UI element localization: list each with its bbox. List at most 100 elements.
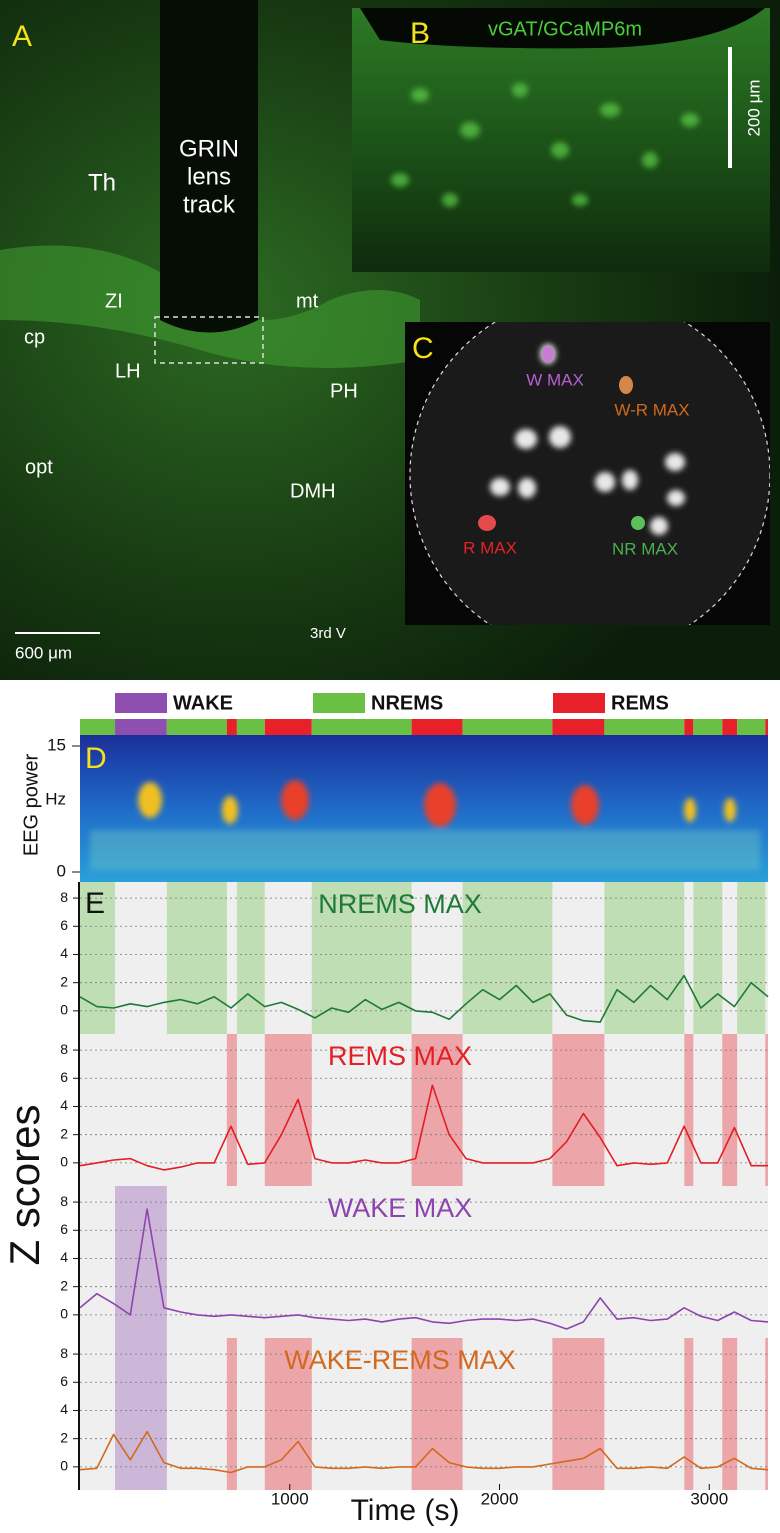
y-tick-label: 2 bbox=[60, 1429, 68, 1445]
region-label: 3rd V bbox=[310, 625, 346, 642]
roi-nr bbox=[631, 516, 645, 530]
hypnogram-segment bbox=[226, 719, 237, 735]
trace bbox=[79, 1084, 768, 1171]
trace bbox=[79, 1430, 769, 1474]
hypnogram-segment bbox=[236, 719, 265, 735]
hypnogram-segment bbox=[693, 719, 723, 735]
y-tick-label: 2 bbox=[60, 1277, 68, 1293]
trace bbox=[79, 974, 769, 1023]
state-shade bbox=[311, 882, 412, 1034]
y-tick-label: 0 bbox=[57, 861, 66, 880]
hypnogram-segment bbox=[80, 719, 116, 735]
y-tick-label: 6 bbox=[60, 1069, 68, 1085]
region-label: mt bbox=[296, 290, 319, 312]
trace bbox=[79, 1208, 769, 1330]
state-shade bbox=[462, 882, 553, 1034]
lens-label: lens bbox=[187, 163, 231, 190]
hypnogram-segment bbox=[722, 719, 738, 735]
region-label: ZI bbox=[105, 290, 123, 312]
state-shade bbox=[722, 1034, 738, 1186]
fov-circle bbox=[409, 322, 770, 625]
state-shade bbox=[264, 1034, 312, 1186]
region-label: PH bbox=[330, 380, 358, 402]
roi-w bbox=[542, 346, 554, 362]
roi-label: R MAX bbox=[463, 538, 517, 557]
state-shade bbox=[411, 1034, 463, 1186]
lens-label: GRIN bbox=[179, 135, 239, 162]
y-axis-label: EEG power bbox=[20, 754, 42, 857]
y-tick-label: 8 bbox=[60, 1193, 68, 1209]
legend-swatch bbox=[313, 693, 365, 713]
legend-swatch bbox=[553, 693, 605, 713]
panel-bg bbox=[80, 1186, 768, 1338]
legend-swatch bbox=[115, 693, 167, 713]
neuron-image bbox=[352, 8, 770, 272]
y-tick-label: 8 bbox=[60, 1345, 68, 1361]
panel-bg bbox=[80, 882, 768, 1034]
hypnogram-segment bbox=[166, 719, 227, 735]
legend-label: WAKE bbox=[173, 692, 233, 714]
y-tick-label: 0 bbox=[60, 1002, 68, 1018]
y-tick-label: 4 bbox=[60, 1097, 68, 1113]
panel-bg bbox=[80, 1338, 768, 1490]
roi-box bbox=[154, 316, 264, 364]
panel-letter: D bbox=[85, 742, 107, 775]
region-label: cp bbox=[24, 326, 45, 348]
y-tick-label: 4 bbox=[60, 1249, 68, 1265]
x-axis-label: Time (s) bbox=[351, 1494, 460, 1527]
state-shade bbox=[166, 882, 227, 1034]
y-tick-label: 2 bbox=[60, 1125, 68, 1141]
state-shade bbox=[552, 1338, 605, 1490]
unit-label: Hz bbox=[45, 789, 66, 808]
state-shade bbox=[604, 882, 685, 1034]
lens-shadow bbox=[360, 8, 765, 49]
neurons bbox=[391, 83, 699, 207]
x-tick-label: 2000 bbox=[481, 1489, 519, 1508]
panel-letter: E bbox=[85, 887, 105, 920]
state-shade bbox=[737, 882, 766, 1034]
panel-title: WAKE-REMS MAX bbox=[284, 1345, 516, 1375]
image-title: vGAT/GCaMP6m bbox=[488, 18, 642, 40]
region-label: Th bbox=[88, 169, 116, 196]
state-shade bbox=[264, 1338, 312, 1490]
state-shade bbox=[226, 1034, 237, 1186]
hypnogram-segment bbox=[737, 719, 766, 735]
region-label: DMH bbox=[290, 480, 336, 502]
scale-label: 200 μm bbox=[744, 79, 763, 136]
y-tick-label: 2 bbox=[60, 973, 68, 989]
hypnogram-segment bbox=[264, 719, 312, 735]
y-axis-label: Z scores bbox=[1, 1104, 48, 1265]
legend-label: NREMS bbox=[371, 692, 443, 714]
state-shade bbox=[722, 1338, 738, 1490]
roi-wr bbox=[619, 376, 633, 394]
y-tick-label: 4 bbox=[60, 945, 68, 961]
scale-label: 600 μm bbox=[15, 643, 72, 662]
spectral-power bbox=[90, 780, 760, 870]
hypnogram-segment bbox=[311, 719, 412, 735]
hypnogram-segment bbox=[684, 719, 694, 735]
hypnogram-segment bbox=[604, 719, 685, 735]
panel-letter: B bbox=[410, 17, 430, 50]
panel-bg bbox=[80, 1034, 768, 1186]
state-shade bbox=[80, 882, 116, 1034]
y-tick-label: 0 bbox=[60, 1306, 68, 1322]
panel-title: WAKE MAX bbox=[328, 1193, 473, 1223]
state-shade bbox=[765, 1338, 768, 1490]
y-tick-label: 0 bbox=[60, 1154, 68, 1170]
roi-label: W MAX bbox=[526, 370, 584, 389]
state-shade bbox=[693, 882, 723, 1034]
panel-title: REMS MAX bbox=[328, 1041, 472, 1071]
region-label: LH bbox=[115, 360, 141, 382]
y-tick-label: 8 bbox=[60, 889, 68, 905]
hypnogram-segment bbox=[411, 719, 463, 735]
x-tick-label: 3000 bbox=[690, 1489, 728, 1508]
y-tick-label: 15 bbox=[47, 735, 66, 754]
y-tick-label: 6 bbox=[60, 1221, 68, 1237]
y-tick-label: 6 bbox=[60, 917, 68, 933]
panel-letter: A bbox=[12, 20, 32, 53]
x-tick-label: 1000 bbox=[271, 1489, 309, 1508]
panel-title: NREMS MAX bbox=[318, 889, 482, 919]
y-tick-label: 6 bbox=[60, 1373, 68, 1389]
y-tick-label: 4 bbox=[60, 1401, 68, 1417]
